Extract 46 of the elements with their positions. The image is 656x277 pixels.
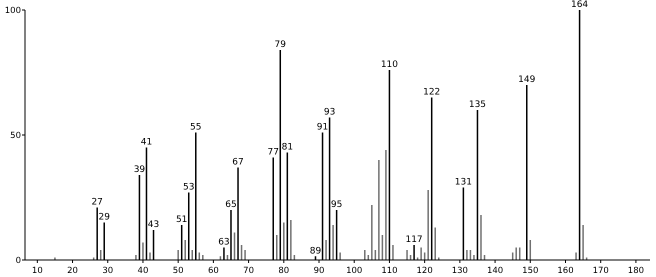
x-tick-label: 70 (243, 266, 254, 276)
x-tick-label: 90 (314, 266, 324, 276)
annotation: 55 (190, 122, 202, 132)
x-tick-label: 160 (557, 266, 574, 276)
annotation: 91 (316, 122, 328, 132)
x-tick-label: 40 (138, 266, 148, 276)
annotation: 93 (324, 108, 336, 118)
x-tick-label: 20 (67, 266, 78, 276)
x-tick-label: 80 (278, 266, 290, 276)
annotation: 63 (218, 238, 230, 248)
annotation: 53 (183, 182, 194, 192)
x-tick-label: 150 (522, 266, 538, 276)
x-tick-label: 10 (32, 266, 43, 276)
x-tick-label: 30 (102, 266, 114, 276)
annotation: 43 (148, 220, 160, 230)
annotation: 122 (423, 88, 440, 98)
x-tick-label: 170 (592, 266, 609, 276)
x-tick-label: 120 (416, 266, 433, 276)
annotation: 164 (570, 0, 588, 10)
annotation: 110 (380, 60, 398, 70)
annotation: 29 (98, 212, 110, 222)
annotation: 51 (176, 215, 188, 225)
annotation: 39 (134, 165, 146, 175)
annotation: 81 (282, 142, 294, 152)
y-tick-label: 0 (16, 256, 21, 266)
y-tick-label: 100 (4, 6, 21, 16)
x-tick-label: 60 (208, 266, 219, 276)
x-tick-label: 140 (486, 266, 504, 276)
annotation: 65 (225, 200, 237, 210)
x-tick-label: 50 (172, 266, 184, 276)
annotation: 135 (468, 100, 486, 110)
annotation: 95 (330, 200, 342, 210)
x-tick-label: 130 (452, 266, 468, 276)
x-tick-label: 100 (346, 266, 362, 276)
x-tick-label: 110 (381, 266, 398, 276)
annotation: 117 (405, 235, 423, 245)
x-tick-label: 180 (628, 266, 644, 276)
annotation: 79 (274, 40, 286, 50)
annotation: 77 (268, 148, 279, 158)
annotation: 41 (140, 138, 152, 148)
y-tick-label: 50 (10, 131, 21, 141)
annotation: 89 (310, 246, 322, 256)
annotation: 131 (454, 178, 472, 188)
annotation: 27 (91, 198, 103, 208)
annotation: 149 (518, 75, 536, 85)
annotation: 67 (232, 158, 244, 168)
